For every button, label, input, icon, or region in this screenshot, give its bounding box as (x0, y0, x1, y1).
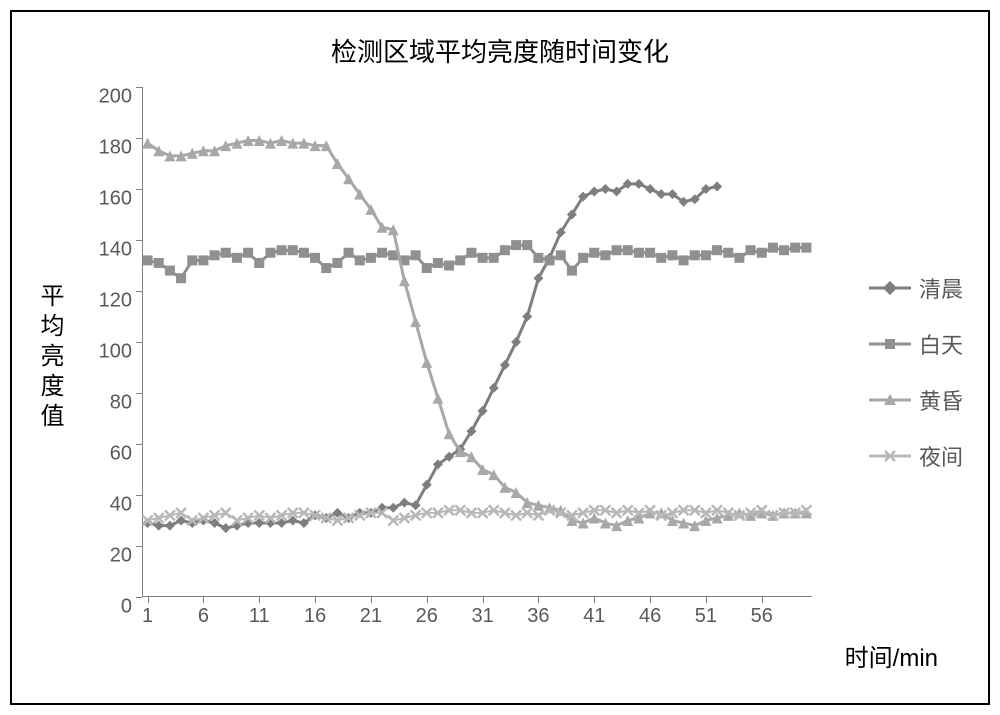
legend-label: 白天 (919, 328, 963, 360)
legend-label: 夜间 (919, 440, 963, 472)
y-tick-label: 20 (82, 545, 142, 568)
x-tick-mark (650, 597, 651, 603)
x-axis-label: 时间/min (845, 638, 938, 673)
series-夜间 (143, 505, 812, 525)
legend-label: 黄昏 (919, 384, 963, 416)
series-白天 (143, 240, 812, 283)
legend-item-night: 夜间 (869, 440, 963, 472)
legend-label: 清晨 (919, 272, 963, 304)
y-tick-label: 140 (82, 239, 142, 262)
x-tick-mark (706, 597, 707, 603)
x-tick-mark (538, 597, 539, 603)
y-tick-label: 80 (82, 392, 142, 415)
y-tick-label: 160 (82, 188, 142, 211)
legend-item-dusk: 黄昏 (869, 384, 963, 416)
x-tick-mark (371, 597, 372, 603)
x-tick-mark (148, 597, 149, 603)
y-tick-label: 40 (82, 494, 142, 517)
y-axis-label: 平均亮度值 (32, 283, 67, 433)
chart-series (142, 87, 812, 597)
y-tick-label: 100 (82, 341, 142, 364)
series-黄昏 (142, 135, 812, 531)
x-tick-mark (203, 597, 204, 603)
x-tick-mark (259, 597, 260, 603)
y-tick-label: 200 (82, 86, 142, 109)
legend-item-day: 白天 (869, 328, 963, 360)
legend: 清晨 白天 黄昏 夜间 (869, 272, 963, 496)
x-tick-mark (594, 597, 595, 603)
plot-area: 020406080100120140160180200 161116212631… (142, 87, 812, 597)
series-清晨 (143, 179, 723, 533)
x-tick-mark (762, 597, 763, 603)
legend-marker-dusk (869, 391, 911, 409)
legend-marker-dawn (869, 279, 911, 297)
x-tick-mark (315, 597, 316, 603)
y-tick-label: 60 (82, 443, 142, 466)
y-tick-label: 120 (82, 290, 142, 313)
legend-marker-day (869, 335, 911, 353)
x-tick-mark (427, 597, 428, 603)
y-tick-label: 180 (82, 137, 142, 160)
legend-marker-night (869, 447, 911, 465)
x-tick-mark (483, 597, 484, 603)
chart-frame: 检测区域平均亮度随时间变化 平均亮度值 02040608010012014016… (10, 10, 990, 705)
chart-title: 检测区域平均亮度随时间变化 (12, 32, 988, 69)
y-tick-label: 0 (82, 596, 142, 619)
legend-item-dawn: 清晨 (869, 272, 963, 304)
